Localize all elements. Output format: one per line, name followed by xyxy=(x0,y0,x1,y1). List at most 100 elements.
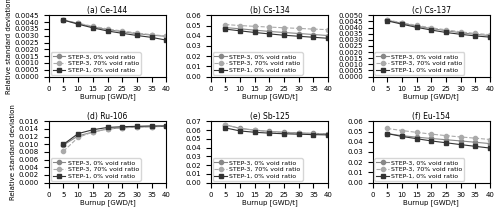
STEP-3, 70% void ratio xyxy=(458,136,464,138)
STEP-3, 0% void ratio xyxy=(414,136,420,138)
STEP-3, 70% void ratio xyxy=(487,138,493,141)
STEP-3, 70% void ratio xyxy=(134,32,140,34)
Line: STEP-3, 0% void ratio: STEP-3, 0% void ratio xyxy=(62,124,168,147)
STEP-1, 0% void ratio xyxy=(148,36,154,39)
STEP-3, 0% void ratio xyxy=(252,29,258,31)
Line: STEP-3, 70% void ratio: STEP-3, 70% void ratio xyxy=(385,126,492,142)
STEP-3, 70% void ratio xyxy=(104,128,110,130)
STEP-1, 0% void ratio xyxy=(325,37,331,40)
STEP-3, 0% void ratio xyxy=(266,30,272,33)
X-axis label: Burnup [GWD/t]: Burnup [GWD/t] xyxy=(80,94,136,100)
STEP-3, 70% void ratio xyxy=(384,19,390,21)
STEP-3, 70% void ratio xyxy=(399,21,405,24)
STEP-3, 0% void ratio xyxy=(163,125,169,128)
Legend: STEP-3, 0% void ratio, STEP-3, 70% void ratio, STEP-1, 0% void ratio: STEP-3, 0% void ratio, STEP-3, 70% void … xyxy=(212,158,302,181)
STEP-3, 0% void ratio xyxy=(252,129,258,131)
STEP-3, 0% void ratio xyxy=(281,31,287,34)
Line: STEP-1, 0% void ratio: STEP-1, 0% void ratio xyxy=(224,27,330,40)
STEP-1, 0% void ratio xyxy=(384,132,390,135)
STEP-3, 70% void ratio xyxy=(148,33,154,36)
STEP-3, 70% void ratio xyxy=(325,133,331,135)
Title: (f) Eu-154: (f) Eu-154 xyxy=(412,112,451,121)
STEP-3, 70% void ratio xyxy=(237,24,243,27)
Title: (d) Ru-106: (d) Ru-106 xyxy=(88,112,128,121)
STEP-1, 0% void ratio xyxy=(443,31,449,34)
STEP-3, 0% void ratio xyxy=(296,132,302,134)
Legend: STEP-3, 0% void ratio, STEP-3, 70% void ratio, STEP-1, 0% void ratio: STEP-3, 0% void ratio, STEP-3, 70% void … xyxy=(50,52,140,75)
STEP-1, 0% void ratio xyxy=(296,35,302,38)
STEP-1, 0% void ratio xyxy=(148,125,154,127)
STEP-1, 0% void ratio xyxy=(458,33,464,36)
STEP-3, 70% void ratio xyxy=(399,129,405,132)
Line: STEP-3, 0% void ratio: STEP-3, 0% void ratio xyxy=(385,131,492,146)
STEP-3, 70% void ratio xyxy=(296,132,302,134)
STEP-3, 0% void ratio xyxy=(90,26,96,28)
STEP-3, 70% void ratio xyxy=(148,126,154,128)
STEP-3, 0% void ratio xyxy=(281,131,287,134)
Legend: STEP-3, 0% void ratio, STEP-3, 70% void ratio, STEP-1, 0% void ratio: STEP-3, 0% void ratio, STEP-3, 70% void … xyxy=(374,158,464,181)
STEP-3, 70% void ratio xyxy=(414,131,420,134)
STEP-3, 70% void ratio xyxy=(487,33,493,36)
X-axis label: Burnup [GWD/t]: Burnup [GWD/t] xyxy=(80,200,136,206)
Title: (e) Sb-125: (e) Sb-125 xyxy=(250,112,290,121)
STEP-3, 0% void ratio xyxy=(222,124,228,126)
STEP-1, 0% void ratio xyxy=(104,30,110,32)
STEP-3, 0% void ratio xyxy=(104,28,110,31)
STEP-1, 0% void ratio xyxy=(119,126,125,128)
STEP-1, 0% void ratio xyxy=(237,30,243,32)
STEP-3, 70% void ratio xyxy=(75,22,81,25)
STEP-3, 70% void ratio xyxy=(266,130,272,133)
STEP-3, 70% void ratio xyxy=(134,126,140,128)
STEP-1, 0% void ratio xyxy=(487,147,493,149)
STEP-3, 0% void ratio xyxy=(163,35,169,38)
STEP-1, 0% void ratio xyxy=(443,141,449,144)
STEP-3, 0% void ratio xyxy=(384,132,390,135)
X-axis label: Burnup [GWD/t]: Burnup [GWD/t] xyxy=(242,200,298,206)
STEP-1, 0% void ratio xyxy=(237,130,243,132)
STEP-1, 0% void ratio xyxy=(281,34,287,36)
STEP-3, 0% void ratio xyxy=(428,137,434,140)
STEP-3, 0% void ratio xyxy=(104,128,110,130)
STEP-3, 0% void ratio xyxy=(487,142,493,145)
STEP-1, 0% void ratio xyxy=(428,140,434,142)
STEP-3, 70% void ratio xyxy=(325,28,331,31)
STEP-1, 0% void ratio xyxy=(281,132,287,135)
Line: STEP-1, 0% void ratio: STEP-1, 0% void ratio xyxy=(385,19,492,39)
STEP-3, 70% void ratio xyxy=(119,30,125,32)
Line: STEP-1, 0% void ratio: STEP-1, 0% void ratio xyxy=(385,131,492,150)
STEP-1, 0% void ratio xyxy=(163,39,169,41)
STEP-3, 70% void ratio xyxy=(237,127,243,130)
STEP-3, 0% void ratio xyxy=(148,126,154,128)
STEP-3, 70% void ratio xyxy=(281,26,287,29)
STEP-1, 0% void ratio xyxy=(472,145,478,148)
STEP-1, 0% void ratio xyxy=(252,131,258,134)
STEP-3, 70% void ratio xyxy=(296,27,302,30)
X-axis label: Burnup [GWD/t]: Burnup [GWD/t] xyxy=(404,200,459,206)
Line: STEP-3, 0% void ratio: STEP-3, 0% void ratio xyxy=(224,25,330,38)
Line: STEP-1, 0% void ratio: STEP-1, 0% void ratio xyxy=(224,126,330,137)
STEP-1, 0% void ratio xyxy=(399,23,405,25)
STEP-3, 0% void ratio xyxy=(75,135,81,137)
STEP-1, 0% void ratio xyxy=(266,132,272,134)
Title: (c) Cs-137: (c) Cs-137 xyxy=(412,6,451,15)
STEP-3, 0% void ratio xyxy=(472,141,478,144)
STEP-3, 0% void ratio xyxy=(148,34,154,36)
STEP-3, 0% void ratio xyxy=(237,127,243,130)
STEP-3, 0% void ratio xyxy=(443,138,449,141)
STEP-1, 0% void ratio xyxy=(487,36,493,38)
Line: STEP-3, 70% void ratio: STEP-3, 70% void ratio xyxy=(62,124,168,153)
X-axis label: Burnup [GWD/t]: Burnup [GWD/t] xyxy=(404,94,459,100)
STEP-1, 0% void ratio xyxy=(310,36,316,39)
Line: STEP-1, 0% void ratio: STEP-1, 0% void ratio xyxy=(62,124,168,146)
STEP-3, 0% void ratio xyxy=(487,34,493,37)
STEP-3, 70% void ratio xyxy=(163,125,169,128)
STEP-3, 70% void ratio xyxy=(266,26,272,28)
STEP-1, 0% void ratio xyxy=(90,26,96,29)
STEP-3, 70% void ratio xyxy=(472,137,478,139)
STEP-1, 0% void ratio xyxy=(134,125,140,128)
STEP-3, 0% void ratio xyxy=(90,131,96,133)
STEP-3, 0% void ratio xyxy=(310,33,316,36)
Line: STEP-3, 0% void ratio: STEP-3, 0% void ratio xyxy=(62,18,168,39)
STEP-3, 70% void ratio xyxy=(472,32,478,35)
STEP-3, 70% void ratio xyxy=(384,127,390,130)
